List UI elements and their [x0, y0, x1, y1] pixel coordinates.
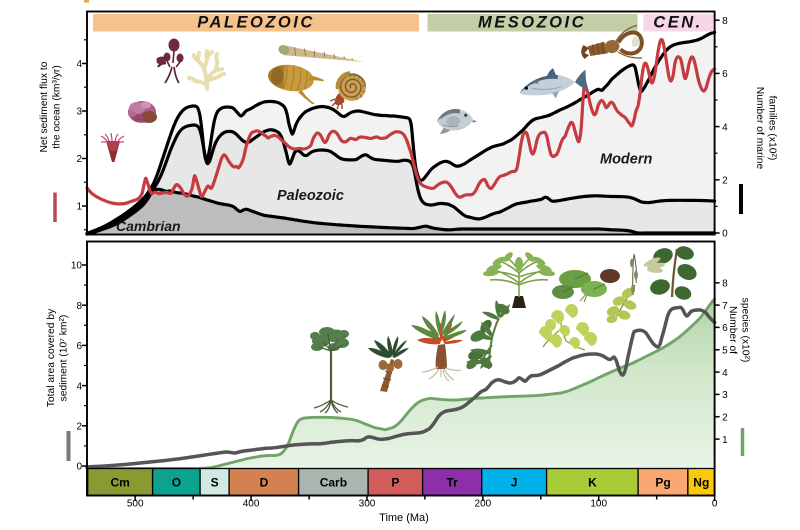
svg-text:S: S — [211, 475, 219, 489]
svg-text:4: 4 — [722, 368, 728, 379]
svg-text:4: 4 — [76, 59, 82, 70]
svg-text:0: 0 — [76, 462, 82, 473]
svg-text:6: 6 — [722, 69, 728, 80]
svg-text:D: D — [260, 475, 269, 489]
svg-text:0: 0 — [722, 229, 728, 240]
svg-text:400: 400 — [243, 499, 260, 510]
svg-text:4: 4 — [722, 122, 728, 133]
svg-text:K: K — [588, 475, 597, 489]
svg-text:5: 5 — [722, 345, 728, 356]
svg-text:8: 8 — [76, 301, 82, 312]
svg-text:2: 2 — [76, 154, 82, 165]
svg-text:Ng: Ng — [693, 475, 709, 489]
svg-text:3: 3 — [76, 107, 82, 118]
svg-text:300: 300 — [359, 499, 376, 510]
svg-text:1: 1 — [76, 202, 82, 213]
svg-text:10: 10 — [71, 261, 83, 272]
svg-text:7: 7 — [722, 301, 728, 312]
svg-text:Carb: Carb — [320, 475, 347, 489]
svg-text:Tr: Tr — [447, 475, 459, 489]
svg-text:Pg: Pg — [655, 475, 670, 489]
svg-text:2: 2 — [722, 176, 728, 187]
svg-text:0: 0 — [712, 499, 718, 510]
svg-text:4: 4 — [76, 381, 82, 392]
svg-text:8: 8 — [722, 279, 728, 290]
svg-text:CEN.: CEN. — [653, 14, 702, 32]
svg-text:P: P — [391, 475, 399, 489]
svg-text:2: 2 — [76, 422, 82, 433]
svg-text:1: 1 — [722, 435, 728, 446]
svg-text:O: O — [172, 475, 181, 489]
svg-text:MESOZOIC: MESOZOIC — [478, 14, 586, 32]
svg-text:3: 3 — [722, 390, 728, 401]
svg-text:2: 2 — [722, 412, 728, 423]
svg-text:500: 500 — [127, 499, 144, 510]
svg-text:Modern: Modern — [600, 152, 653, 168]
svg-text:6: 6 — [722, 323, 728, 334]
svg-text:Time (Ma): Time (Ma) — [379, 512, 429, 524]
svg-text:Paleozoic: Paleozoic — [277, 188, 344, 204]
svg-text:Cm: Cm — [111, 475, 130, 489]
svg-text:PALEOZOIC: PALEOZOIC — [197, 14, 315, 32]
svg-text:200: 200 — [475, 499, 492, 510]
svg-text:100: 100 — [590, 499, 607, 510]
svg-text:6: 6 — [76, 341, 82, 352]
svg-text:J: J — [511, 475, 518, 489]
svg-text:Cambrian: Cambrian — [116, 218, 181, 234]
svg-text:8: 8 — [722, 16, 728, 27]
